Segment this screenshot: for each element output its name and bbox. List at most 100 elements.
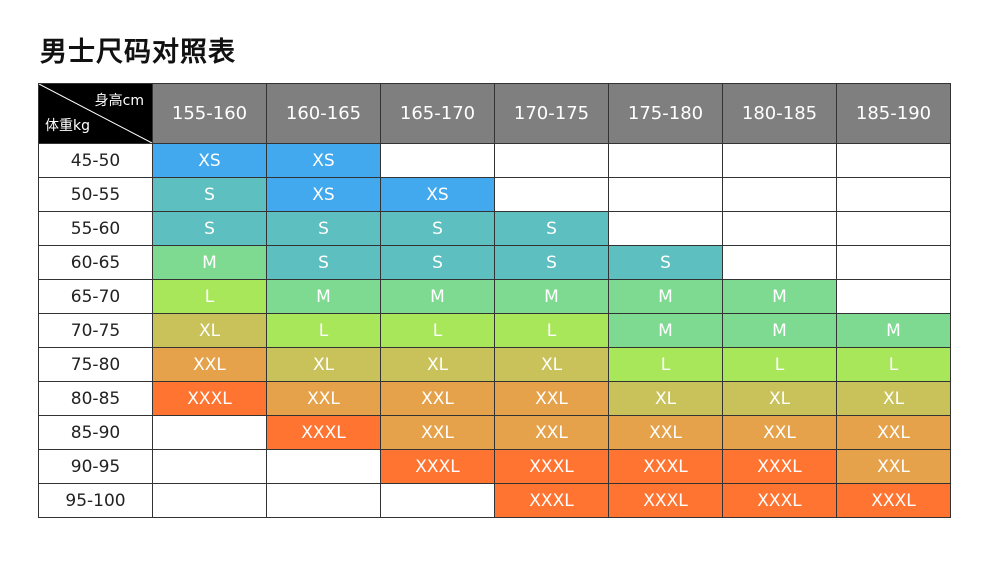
- size-cell: XXL: [836, 415, 951, 450]
- size-cell: XXXL: [608, 483, 723, 518]
- empty-cell: [608, 211, 723, 246]
- size-cell: XXXL: [152, 381, 267, 416]
- empty-cell: [608, 143, 723, 178]
- size-cell: XXXL: [494, 449, 609, 484]
- size-cell: L: [608, 347, 723, 382]
- size-cell: XXL: [266, 381, 381, 416]
- weight-label: 45-50: [38, 143, 153, 178]
- empty-cell: [494, 177, 609, 212]
- empty-cell: [152, 415, 267, 450]
- height-header: 175-180: [608, 83, 723, 144]
- size-cell: XS: [152, 143, 267, 178]
- empty-cell: [152, 449, 267, 484]
- size-cell: M: [722, 313, 837, 348]
- height-header: 160-165: [266, 83, 381, 144]
- empty-cell: [380, 483, 495, 518]
- size-cell: XL: [608, 381, 723, 416]
- size-cell: XXL: [836, 449, 951, 484]
- empty-cell: [722, 211, 837, 246]
- size-cell: XXL: [380, 381, 495, 416]
- size-cell: S: [380, 245, 495, 280]
- size-cell: S: [152, 177, 267, 212]
- size-cell: S: [494, 245, 609, 280]
- weight-label: 85-90: [38, 415, 153, 450]
- size-cell: M: [608, 313, 723, 348]
- size-cell: S: [380, 211, 495, 246]
- empty-cell: [494, 143, 609, 178]
- size-cell: M: [608, 279, 723, 314]
- empty-cell: [836, 143, 951, 178]
- size-cell: XXL: [722, 415, 837, 450]
- size-cell: M: [152, 245, 267, 280]
- table-row: 70-75 XL L L L M M M: [38, 313, 951, 348]
- size-cell: XXXL: [380, 449, 495, 484]
- size-cell: M: [494, 279, 609, 314]
- diagonal-divider: [39, 84, 152, 143]
- empty-cell: [722, 245, 837, 280]
- table-row: 85-90 XXXL XXL XXL XXL XXL XXL: [38, 415, 951, 450]
- size-cell: XXL: [152, 347, 267, 382]
- height-header: 185-190: [836, 83, 951, 144]
- size-cell: XXXL: [722, 483, 837, 518]
- empty-cell: [836, 245, 951, 280]
- weight-axis-label: 体重kg: [45, 118, 90, 134]
- size-cell: XS: [266, 143, 381, 178]
- table-row: 65-70 L M M M M M: [38, 279, 951, 314]
- empty-cell: [722, 143, 837, 178]
- size-cell: XXXL: [836, 483, 951, 518]
- size-cell: M: [266, 279, 381, 314]
- size-cell: XXXL: [608, 449, 723, 484]
- size-cell: XL: [266, 347, 381, 382]
- size-cell: L: [494, 313, 609, 348]
- height-header: 165-170: [380, 83, 495, 144]
- table-row: 50-55 S XS XS: [38, 177, 951, 212]
- size-cell: XL: [152, 313, 267, 348]
- size-cell: L: [380, 313, 495, 348]
- table-row: 80-85 XXXL XXL XXL XXL XL XL XL: [38, 381, 951, 416]
- empty-cell: [266, 449, 381, 484]
- weight-label: 80-85: [38, 381, 153, 416]
- size-cell: XXL: [608, 415, 723, 450]
- size-cell: XXXL: [722, 449, 837, 484]
- empty-cell: [836, 279, 951, 314]
- size-chart-table: 身高cm 体重kg 155-160 160-165 165-170 170-17…: [38, 83, 951, 518]
- size-cell: S: [266, 245, 381, 280]
- height-header: 180-185: [722, 83, 837, 144]
- empty-cell: [266, 483, 381, 518]
- size-cell: L: [722, 347, 837, 382]
- height-header: 170-175: [494, 83, 609, 144]
- corner-cell: 身高cm 体重kg: [38, 83, 153, 144]
- size-cell: L: [266, 313, 381, 348]
- weight-label: 70-75: [38, 313, 153, 348]
- size-cell: XL: [380, 347, 495, 382]
- size-cell: XXXL: [494, 483, 609, 518]
- size-cell: S: [494, 211, 609, 246]
- weight-label: 90-95: [38, 449, 153, 484]
- size-cell: L: [836, 347, 951, 382]
- size-cell: XXL: [494, 381, 609, 416]
- size-cell: M: [380, 279, 495, 314]
- empty-cell: [608, 177, 723, 212]
- size-cell: XL: [722, 381, 837, 416]
- table-row: 55-60 S S S S: [38, 211, 951, 246]
- header-row: 身高cm 体重kg 155-160 160-165 165-170 170-17…: [38, 83, 951, 144]
- empty-cell: [152, 483, 267, 518]
- table-row: 45-50 XS XS: [38, 143, 951, 178]
- size-cell: XS: [266, 177, 381, 212]
- height-axis-label: 身高cm: [94, 93, 144, 109]
- size-cell: M: [836, 313, 951, 348]
- size-cell: XXL: [380, 415, 495, 450]
- size-cell: L: [152, 279, 267, 314]
- weight-label: 55-60: [38, 211, 153, 246]
- size-cell: XXXL: [266, 415, 381, 450]
- empty-cell: [836, 177, 951, 212]
- weight-label: 50-55: [38, 177, 153, 212]
- size-cell: S: [152, 211, 267, 246]
- size-cell: XXL: [494, 415, 609, 450]
- page-title: 男士尺码对照表: [40, 37, 236, 68]
- size-cell: XS: [380, 177, 495, 212]
- table-row: 95-100 XXXL XXXL XXXL XXXL: [38, 483, 951, 518]
- empty-cell: [380, 143, 495, 178]
- weight-label: 60-65: [38, 245, 153, 280]
- table-row: 75-80 XXL XL XL XL L L L: [38, 347, 951, 382]
